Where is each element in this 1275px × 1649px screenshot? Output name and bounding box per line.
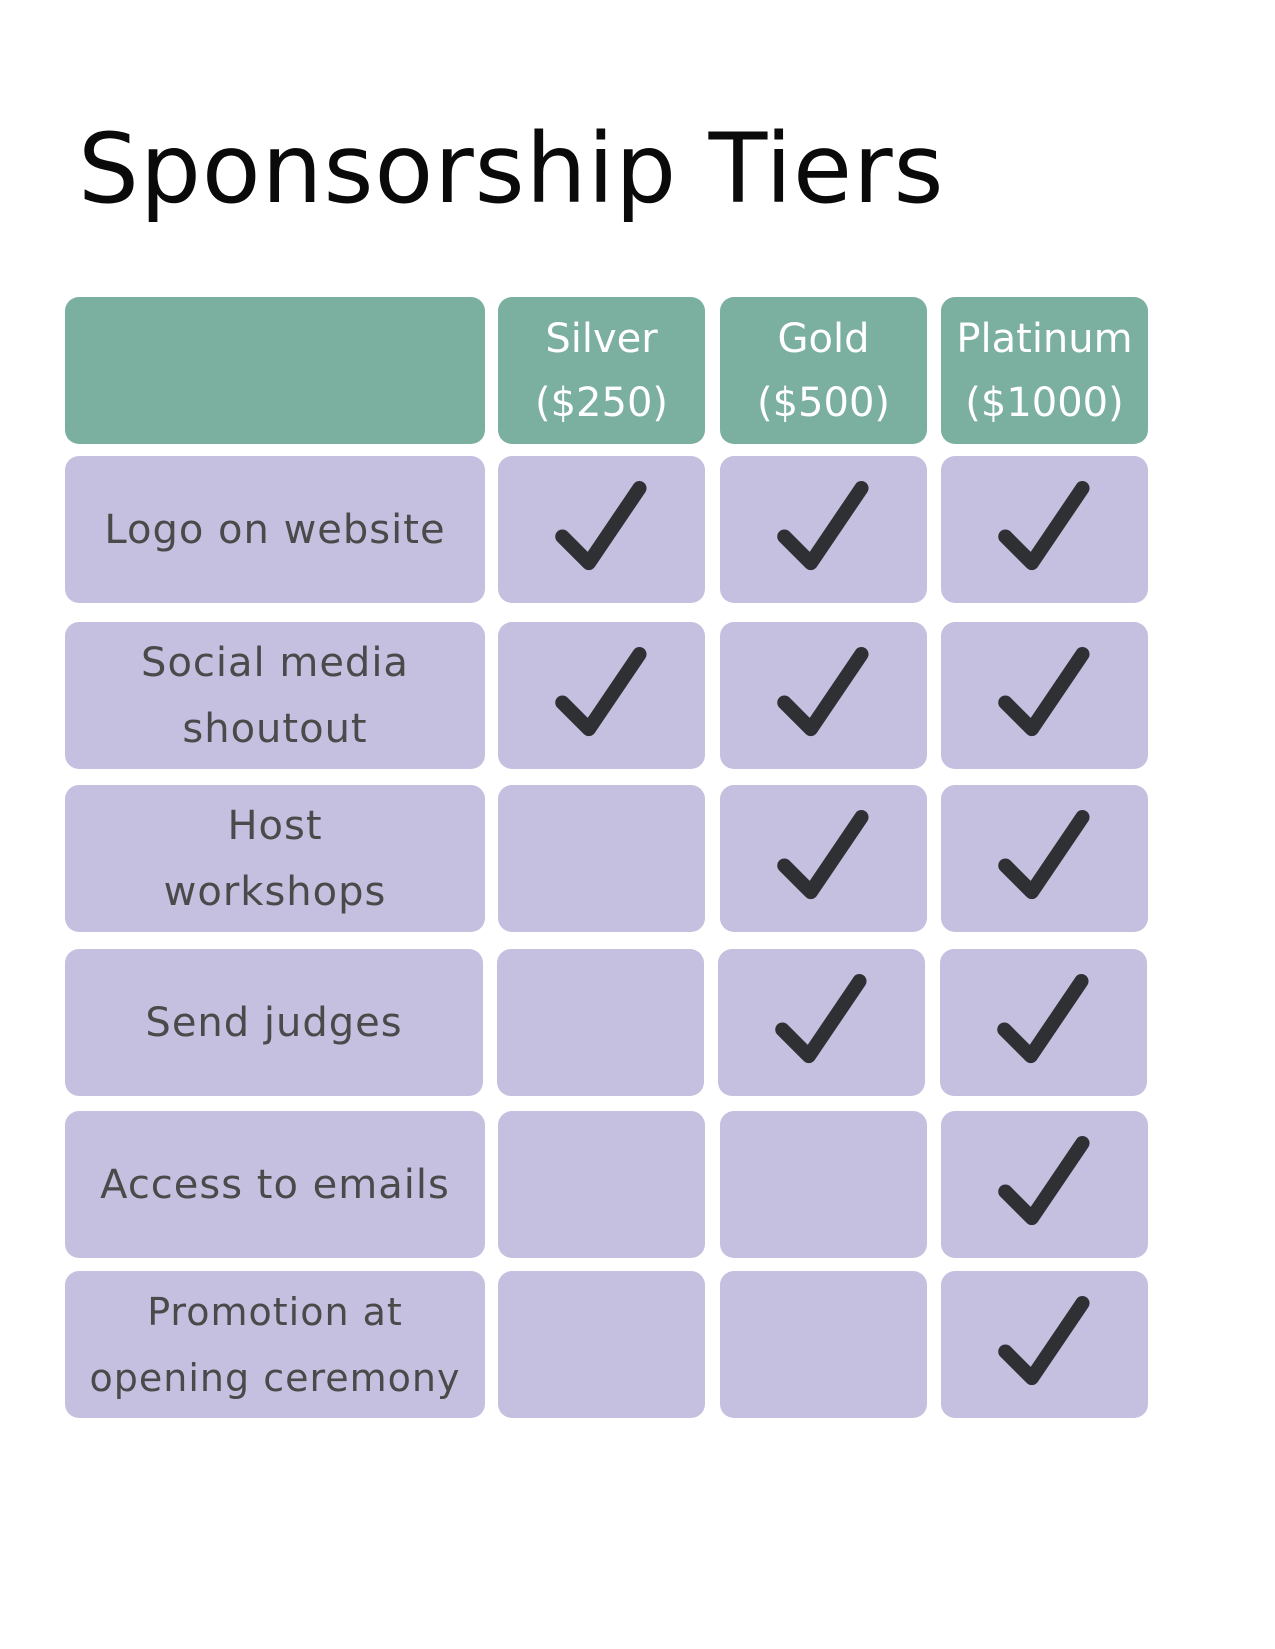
feature-label: Social media shoutout <box>65 622 485 769</box>
tier-cell <box>498 785 705 932</box>
checkmark-icon <box>997 480 1090 570</box>
tier-price: ($500) <box>756 379 890 426</box>
checkmark-icon <box>776 809 869 899</box>
checkmark-icon <box>776 480 869 570</box>
checkmark-icon <box>776 646 869 736</box>
tier-header-gold: Gold ($500) <box>720 297 927 444</box>
tier-name: Silver <box>545 315 658 362</box>
tier-cell <box>498 456 705 603</box>
tier-cell <box>720 785 927 932</box>
feature-label: Host workshops <box>65 785 485 932</box>
tier-cell <box>718 949 925 1096</box>
checkmark-icon <box>997 646 1090 736</box>
tier-header-silver: Silver ($250) <box>498 297 705 444</box>
tier-name: Gold <box>777 315 870 362</box>
checkmark-icon <box>996 973 1089 1063</box>
checkmark-icon <box>997 1295 1090 1385</box>
tier-cell <box>940 949 1147 1096</box>
tier-cell <box>941 622 1148 769</box>
tier-cell <box>498 622 705 769</box>
header-corner-cell <box>65 297 485 444</box>
checkmark-icon <box>997 809 1090 899</box>
tier-cell <box>941 1111 1148 1258</box>
tier-cell <box>941 785 1148 932</box>
checkmark-icon <box>554 480 647 570</box>
tier-price: ($250) <box>534 379 668 426</box>
checkmark-icon <box>774 973 867 1063</box>
tier-cell <box>720 622 927 769</box>
tier-cell <box>498 1111 705 1258</box>
checkmark-icon <box>997 1135 1090 1225</box>
tier-cell <box>720 1111 927 1258</box>
tier-cell <box>941 1271 1148 1418</box>
tier-cell <box>941 456 1148 603</box>
tier-cell <box>497 949 704 1096</box>
feature-label: Access to emails <box>65 1111 485 1258</box>
tier-name: Platinum <box>956 315 1133 362</box>
tier-header-platinum: Platinum ($1000) <box>941 297 1148 444</box>
tier-cell <box>720 1271 927 1418</box>
checkmark-icon <box>554 646 647 736</box>
tier-cell <box>720 456 927 603</box>
page-title: Sponsorship Tiers <box>78 113 945 225</box>
feature-label: Promotion at opening ceremony <box>65 1271 485 1418</box>
feature-label: Send judges <box>65 949 483 1096</box>
feature-label: Logo on website <box>65 456 485 603</box>
tier-cell <box>498 1271 705 1418</box>
tier-price: ($1000) <box>965 379 1124 426</box>
